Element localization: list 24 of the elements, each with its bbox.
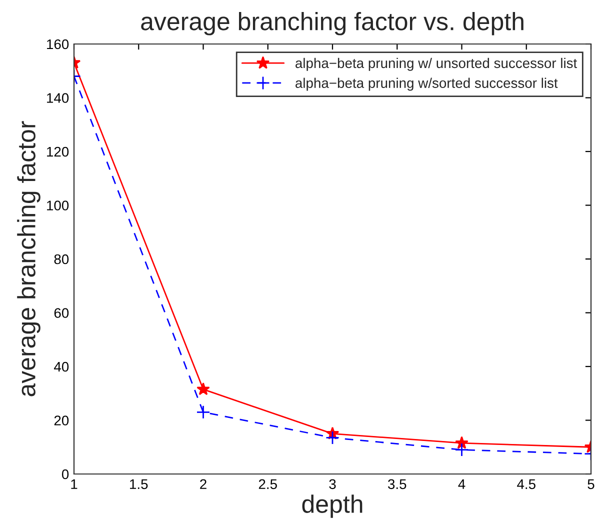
y-tick-label: 0 — [62, 469, 69, 480]
y-axis-title: average branching factor — [17, 121, 40, 396]
chart-title: average branching factor vs. depth — [141, 12, 524, 36]
x-tick-label: 4.5 — [517, 479, 536, 490]
x-tick-label: 3.5 — [388, 479, 406, 490]
y-tick-label: 80 — [54, 254, 69, 264]
y-tick-label: 40 — [54, 362, 69, 372]
point — [326, 430, 340, 445]
x-axis-title: depth — [302, 494, 362, 518]
x-tick-label: 3 — [329, 479, 336, 490]
y-tick-label: 160 — [47, 39, 69, 50]
x-tick-label: 1 — [71, 479, 78, 489]
legend-label: alpha−beta pruning w/ unsorted successor list — [296, 58, 578, 71]
x-tick-label: 5 — [588, 479, 594, 490]
x-tick-label: 2.5 — [258, 479, 277, 490]
y-tick-label: 20 — [54, 416, 69, 426]
y-tick-label: 100 — [47, 200, 69, 210]
x-tick-label: 2 — [200, 479, 206, 489]
y-tick-label: 120 — [47, 146, 69, 157]
y-tick-label: 140 — [47, 93, 69, 103]
x-tick-label: 1.5 — [130, 479, 148, 490]
legend-label: alpha−beta pruning w/sorted successor list — [296, 78, 558, 91]
x-tick-label: 4 — [458, 479, 466, 489]
y-tick-label: 60 — [54, 308, 69, 318]
